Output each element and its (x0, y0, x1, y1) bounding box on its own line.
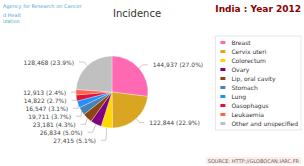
svg-text:Lip, oral cavity: Lip, oral cavity (231, 75, 276, 83)
svg-text:16,547 (3.1%): 16,547 (3.1%) (25, 105, 68, 112)
svg-text:144,937 (27.0%): 144,937 (27.0%) (153, 61, 203, 68)
svg-text:d Healt: d Healt (3, 12, 21, 18)
svg-text:SOURCE: HTTP://GLOBOCAN.IARC.F: SOURCE: HTTP://GLOBOCAN.IARC.FR (208, 158, 300, 164)
svg-text:Incidence: Incidence (113, 8, 161, 19)
svg-text:Lung: Lung (231, 93, 246, 101)
svg-text:Breast: Breast (231, 39, 251, 46)
svg-text:Oasophagus: Oasophagus (231, 102, 268, 110)
svg-text:14,822 (2.7%): 14,822 (2.7%) (24, 97, 67, 104)
svg-text:12,913 (2.4%): 12,913 (2.4%) (23, 89, 66, 96)
svg-text:ization: ization (3, 18, 20, 24)
svg-text:Leukaemia: Leukaemia (231, 111, 264, 118)
svg-text:India : Year 2012: India : Year 2012 (215, 4, 301, 14)
svg-text:Agency for Research on Cancer: Agency for Research on Cancer (3, 3, 82, 10)
svg-text:27,415 (5.1%): 27,415 (5.1%) (53, 137, 96, 144)
svg-text:128,468 (23.9%): 128,468 (23.9%) (24, 59, 74, 66)
svg-text:Stomach: Stomach (231, 84, 258, 91)
svg-text:26,834 (5.0%): 26,834 (5.0%) (40, 129, 83, 136)
svg-text:23,181 (4.3%): 23,181 (4.3%) (33, 121, 76, 128)
svg-text:Cervix uteri: Cervix uteri (231, 48, 266, 55)
svg-text:19,711 (3.7%): 19,711 (3.7%) (28, 113, 71, 120)
svg-text:122,844 (22.9%): 122,844 (22.9%) (149, 119, 199, 126)
svg-text:Colorectum: Colorectum (231, 57, 266, 64)
svg-text:Other and unspecified: Other and unspecified (231, 120, 298, 128)
svg-text:Ovary: Ovary (231, 66, 249, 74)
